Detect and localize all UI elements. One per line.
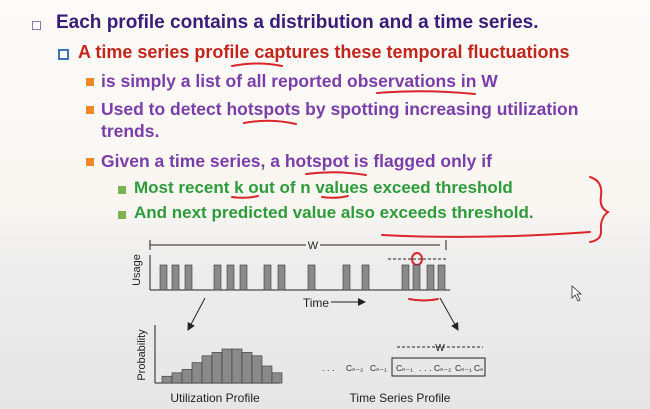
series-item: Cₙ₋₁ <box>396 363 413 373</box>
mouse-cursor-icon <box>571 285 583 302</box>
usage-bar <box>342 264 351 291</box>
usage-bar <box>226 264 235 291</box>
usage-bar <box>159 264 168 291</box>
bullet-level3: Given a time series, a hotspot is flagge… <box>101 151 492 171</box>
usage-bar <box>171 264 180 291</box>
series-item: Cₙ₋₁ <box>455 363 472 373</box>
series-item: Cₙ₋₁ <box>370 363 387 373</box>
bullet-level3: is simply a list of all reported observa… <box>101 71 498 91</box>
histogram-bar <box>191 362 203 384</box>
histogram-bar <box>251 355 263 384</box>
histogram-bar <box>181 369 193 384</box>
usage-bar <box>239 264 248 291</box>
probability-axis-label: Probability <box>136 329 148 381</box>
histogram-bar <box>271 372 283 384</box>
histogram-bar <box>221 348 233 384</box>
series-item: Cₙ₋₂ <box>434 363 451 373</box>
histogram-bar <box>241 352 253 384</box>
usage-bars <box>159 264 446 291</box>
time-axis-label: Time <box>303 296 330 310</box>
series-dots: . . . <box>322 363 335 373</box>
usage-bar <box>263 264 272 291</box>
series-dots: . . . <box>419 363 432 373</box>
usage-bar <box>426 264 435 291</box>
bullet-marker <box>86 78 94 86</box>
series-window-label: W <box>435 343 445 354</box>
bullet-level3: Used to detect hotspots by spotting incr… <box>101 99 579 119</box>
usage-bar <box>412 264 421 291</box>
window-label: W <box>308 240 319 252</box>
bullet-marker <box>118 186 126 194</box>
usage-bar <box>437 264 446 291</box>
usage-axis-label: Usage <box>131 254 143 286</box>
usage-bar <box>361 264 370 291</box>
usage-bar <box>401 264 410 291</box>
timeseries-caption: Time Series Profile <box>350 391 451 405</box>
bullet-level4: Most recent k out of n values exceed thr… <box>134 178 513 197</box>
utilization-caption: Utilization Profile <box>170 391 260 405</box>
usage-bar <box>213 264 222 291</box>
histogram-bar <box>201 355 213 384</box>
bullet-marker <box>58 49 69 60</box>
histogram-bar <box>171 372 183 384</box>
bullet-marker <box>86 158 94 166</box>
bullet-level1: Each profile contains a distribution and… <box>56 12 539 33</box>
bullet-level3-continued: trends. <box>101 121 160 141</box>
usage-bar <box>277 264 286 291</box>
bullet-level2: A time series profile captures these tem… <box>78 42 570 62</box>
bullet-marker <box>86 106 94 114</box>
histogram-bar <box>161 375 173 384</box>
bullet-marker <box>32 21 41 30</box>
histogram-bars <box>161 348 283 384</box>
series-item: Cₙ₋₂ <box>346 363 363 373</box>
usage-bar <box>184 264 193 291</box>
histogram-bar <box>261 365 273 384</box>
histogram-bar <box>211 352 223 384</box>
histogram-bar <box>231 348 243 384</box>
bullet-marker <box>118 211 126 219</box>
series-item: Cₙ <box>474 363 484 373</box>
bullet-level4: And next predicted value also exceeds th… <box>134 203 534 222</box>
usage-bar <box>307 264 316 291</box>
